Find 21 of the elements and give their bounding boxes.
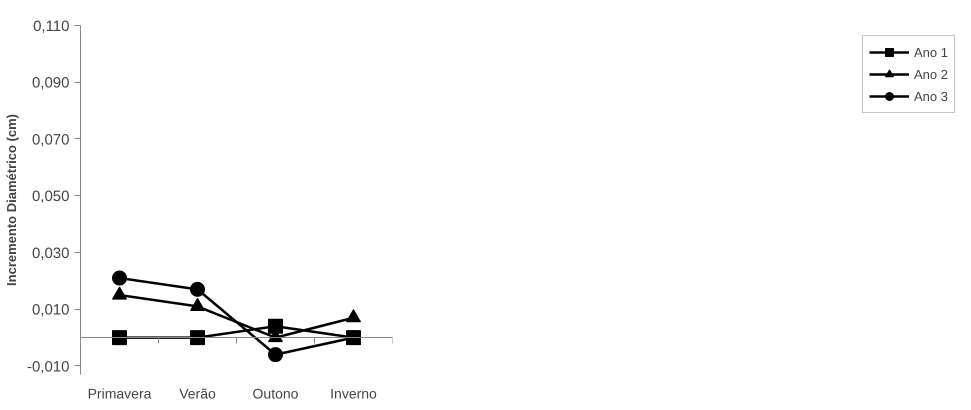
point <box>268 318 283 334</box>
y-tick-label: -0,010 <box>26 358 70 376</box>
point <box>190 282 205 297</box>
y-tick-label: 0,010 <box>32 302 70 319</box>
point <box>112 330 127 346</box>
x-tick-label: Verão <box>179 386 216 402</box>
x-tick-label: Inverno <box>330 386 378 402</box>
legend-label: Ano 2 <box>914 66 948 82</box>
x-tick-label: Primavera <box>88 386 152 402</box>
legend-label: Ano 1 <box>914 44 948 60</box>
y-axis-title: Incremento Diamétrico (cm) <box>4 114 19 286</box>
point <box>190 330 205 346</box>
y-tick-label: 0,110 <box>33 18 70 35</box>
y-tick-label: 0,070 <box>32 131 70 148</box>
x-tick-label: Outono <box>252 386 299 402</box>
point <box>268 347 283 362</box>
legend-label: Ano 3 <box>914 88 948 104</box>
y-tick-label: 0,050 <box>32 188 70 206</box>
point <box>112 270 127 286</box>
y-tick-label: 0,030 <box>32 244 70 262</box>
y-tick-label: 0,090 <box>32 74 70 92</box>
